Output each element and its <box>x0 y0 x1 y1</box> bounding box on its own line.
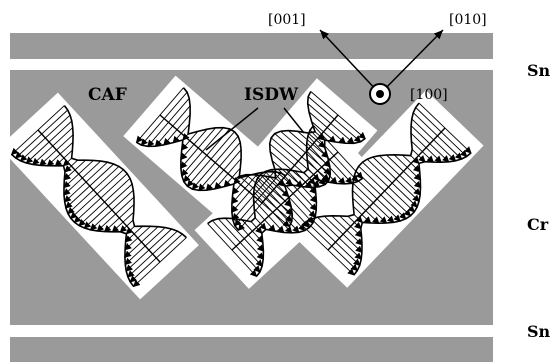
envelope-curve <box>207 125 315 225</box>
cr-label: Cr <box>527 215 549 234</box>
direction-100-dot <box>376 90 384 98</box>
sn-top-layer <box>10 33 493 59</box>
sn-top-label: Sn <box>527 61 551 80</box>
envelope-curve <box>255 177 363 277</box>
caf-label: CAF <box>88 85 127 105</box>
isdw-label: ISDW <box>244 85 299 105</box>
direction-001-arrow <box>319 29 381 95</box>
envelope-curve <box>301 102 420 226</box>
sdw-envelopes <box>11 87 472 287</box>
band-axis <box>327 127 446 251</box>
direction-010-arrow <box>379 29 444 95</box>
direction-010-label: [010] <box>449 12 487 28</box>
envelope-curve <box>136 138 240 231</box>
envelope-curve <box>63 105 187 239</box>
direction-001-label: [001] <box>268 12 306 28</box>
band-axis <box>159 114 263 204</box>
isdw-pointer-left <box>205 107 259 151</box>
envelope-curve <box>353 152 472 276</box>
sn-bottom-layer <box>10 337 493 362</box>
band-axis <box>37 129 161 263</box>
sn-bottom-label: Sn <box>527 322 551 341</box>
envelope-curve <box>182 87 286 180</box>
direction-100-label: [100] <box>410 87 448 103</box>
envelope-curve <box>11 153 135 287</box>
isdw-pointer-right <box>283 107 305 134</box>
band-axis <box>261 114 339 204</box>
band-axis <box>231 151 339 251</box>
